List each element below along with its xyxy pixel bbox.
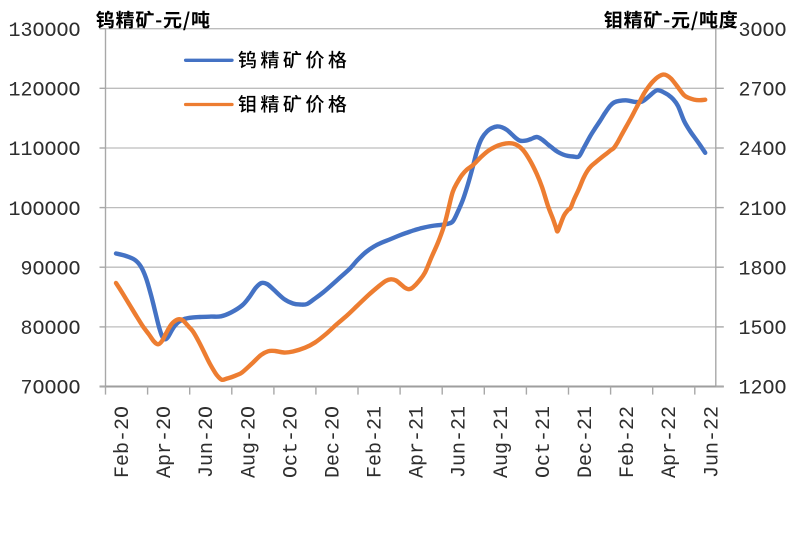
svg-text:24OO: 24OO [739,139,787,162]
svg-text:Apr-21: Apr-21 [407,406,430,478]
svg-text:1OOOOO: 1OOOOO [8,199,80,222]
svg-text:Apr-2O: Apr-2O [154,406,177,478]
svg-text:9OOOO: 9OOOO [20,258,80,281]
svg-text:21OO: 21OO [739,199,787,222]
svg-text:Oct-2O: Oct-2O [280,406,303,478]
svg-text:Feb-21: Feb-21 [365,406,388,478]
svg-text:Jun-21: Jun-21 [449,406,472,478]
svg-text:13OOOO: 13OOOO [8,20,80,43]
svg-text:Apr-22: Apr-22 [659,406,682,478]
svg-text:Feb-2O: Feb-2O [112,406,135,478]
svg-text:Dec-21: Dec-21 [575,406,598,478]
svg-text:11OOOO: 11OOOO [8,139,80,162]
svg-text:3OOO: 3OOO [739,20,787,43]
svg-text:Oct-21: Oct-21 [533,406,556,478]
svg-text:18OO: 18OO [739,258,787,281]
svg-text:Feb-22: Feb-22 [617,406,640,478]
svg-text:12OOOO: 12OOOO [8,80,80,103]
svg-text:Aug-2O: Aug-2O [238,406,261,478]
svg-text:Jun-22: Jun-22 [701,406,724,478]
svg-text:27OO: 27OO [739,80,787,103]
svg-text:Dec-2O: Dec-2O [323,406,346,478]
svg-text:Aug-21: Aug-21 [491,406,514,478]
svg-text:8OOOO: 8OOOO [20,318,80,341]
svg-text:12OO: 12OO [739,378,787,401]
svg-text:7OOOO: 7OOOO [20,378,80,401]
svg-text:15OO: 15OO [739,318,787,341]
svg-text:Jun-2O: Jun-2O [196,406,219,478]
